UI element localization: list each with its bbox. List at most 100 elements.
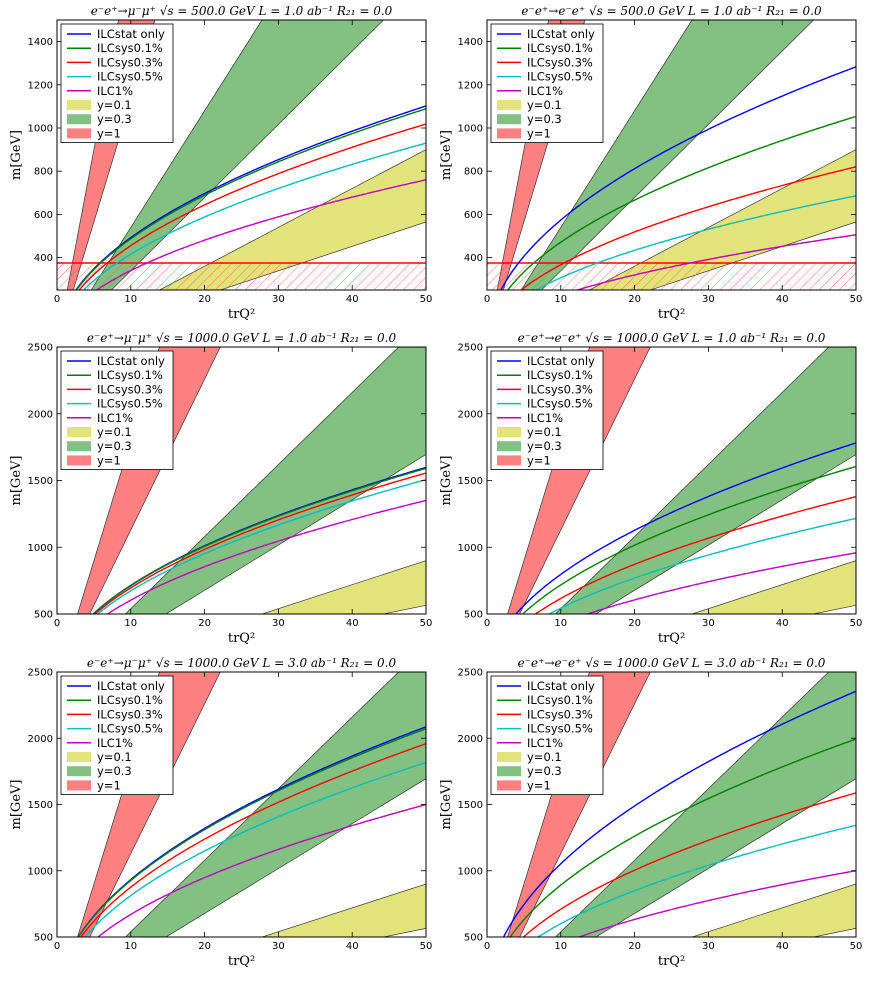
x-tick-label: 30 [272,618,285,629]
band-y01 [690,560,856,614]
legend-swatch-patch [497,114,521,125]
curve-ilc1 [96,803,426,937]
axes-frame [486,19,857,291]
x-tick-label: 30 [702,294,715,305]
y-tick-label: 2000 [458,409,483,420]
curve-ilcsys01 [75,108,426,290]
legend-entry: ILCsys0.3% [97,382,163,396]
y-axis-label: m[GeV] [9,456,24,506]
legend-swatch-patch [497,427,521,437]
band-y1 [77,672,221,937]
x-tick-label: 10 [554,618,567,629]
legend-entry: ILCsys0.1% [97,693,163,707]
y-tick-label: 1400 [28,37,53,48]
y-tick-label: 500 [464,610,483,621]
curve-ilcsys01 [509,738,856,937]
curve-ilcsys01 [506,115,856,290]
x-tick-label: 20 [628,941,641,952]
legend-entry: ILCsys0.5% [527,722,593,736]
band-y01 [260,560,426,614]
curve-ilcsys03 [94,472,426,614]
legend-swatch-patch [67,427,91,437]
legend-swatch-patch [67,100,91,110]
band-y03 [90,20,385,290]
plot-content [502,672,856,937]
legend-entry: ILCsys0.5% [527,70,593,84]
x-tick-label: 0 [54,294,60,305]
x-axis-label: trQ² [658,307,685,322]
y-tick-label: 2000 [28,734,53,745]
curve-ilcsys03 [80,743,426,937]
y-axis-label: m[GeV] [9,780,24,830]
y-axis-label: m[GeV] [439,456,454,506]
legend-entry: y=1 [527,453,551,467]
x-axis-label: trQ² [228,954,255,969]
x-axis-label: trQ² [658,631,685,646]
x-tick-label: 20 [198,941,211,952]
x-tick-label: 20 [198,618,211,629]
legend-entry: ILCstat only [527,27,595,41]
legend-swatch-patch [67,455,91,466]
legend-entry: ILC1% [97,411,133,425]
legend-entry: y=1 [97,453,121,467]
legend-swatch-patch [497,455,521,466]
x-tick-label: 40 [346,294,359,305]
y-tick-label: 1400 [458,37,483,48]
legend-entry: ILCsys0.1% [97,41,163,55]
legend-entry: y=0.1 [97,750,132,764]
plot-content [77,347,426,614]
legend-entry: ILCsys0.3% [527,707,593,721]
x-tick-label: 50 [850,294,863,305]
x-tick-label: 20 [198,294,211,305]
x-tick-label: 50 [420,941,433,952]
y-tick-label: 400 [34,253,53,264]
chart-panel-6: 0 10 20 30 40 50 500 1000 1500 2000 2500 e⁻e⁺→e⁻e⁺ … [439,656,863,969]
legend-swatch-patch [497,780,521,791]
chart-title: e⁻e⁺→μ⁻μ⁺ √s = 1000.0 GeV L = 1.0 ab⁻¹ R… [87,331,397,345]
x-tick-label: 50 [850,941,863,952]
curve-ilc1 [95,179,426,290]
curve-ilcsys05 [534,195,856,290]
curve-ilcsys05 [547,517,856,614]
legend-entry: ILCstat only [97,679,165,693]
legend-entry: ILCsys0.1% [527,41,593,55]
legend-entry: y=1 [527,126,551,140]
curve-ilcsys03 [78,123,426,290]
legend-entry: y=0.3 [527,764,562,778]
legend-entry: y=0.3 [97,112,132,126]
band-y03 [554,672,856,937]
chart-title: e⁻e⁺→e⁻e⁺ √s = 500.0 GeV L = 1.0 ab⁻¹ R₂… [521,4,822,18]
legend-entry: ILCstat only [97,27,165,41]
y-tick-label: 1000 [28,124,53,135]
band-y03 [124,672,426,937]
y-axis-label: m[GeV] [439,130,454,180]
curve-ilcsys05 [536,824,856,937]
x-tick-label: 40 [776,618,789,629]
y-tick-label: 600 [34,210,53,221]
y-tick-label: 800 [464,167,483,178]
legend-swatch-patch [67,441,91,452]
x-tick-label: 10 [124,941,137,952]
y-tick-label: 1500 [28,476,53,487]
y-tick-label: 800 [34,167,53,178]
y-tick-label: 500 [34,933,53,944]
legend-entry: y=1 [527,778,551,792]
legend-swatch-patch [497,766,521,777]
curve-ilcstatonly [500,66,856,290]
curve-ilcsys03 [520,166,856,290]
legend-entry: ILCsys0.3% [527,55,593,69]
y-tick-label: 1500 [458,476,483,487]
curve-ilcsys01 [77,728,426,937]
chart-panel-4: 0 10 20 30 40 50 500 1000 1500 2000 2500 e⁻e⁺→e⁻e⁺ … [439,331,862,646]
legend-entry: ILCsys0.3% [97,55,163,69]
y-tick-label: 1000 [458,866,483,877]
curve-ilcsys05 [84,761,426,937]
chart-title: e⁻e⁺→e⁻e⁺ √s = 1000.0 GeV L = 1.0 ab⁻¹ R… [518,331,826,345]
x-tick-label: 30 [702,618,715,629]
band-y01 [260,883,426,937]
legend-swatch-patch [67,128,91,139]
legend-entry: ILCsys0.5% [97,397,163,411]
plot-content [77,672,426,937]
band-y03 [520,20,815,290]
